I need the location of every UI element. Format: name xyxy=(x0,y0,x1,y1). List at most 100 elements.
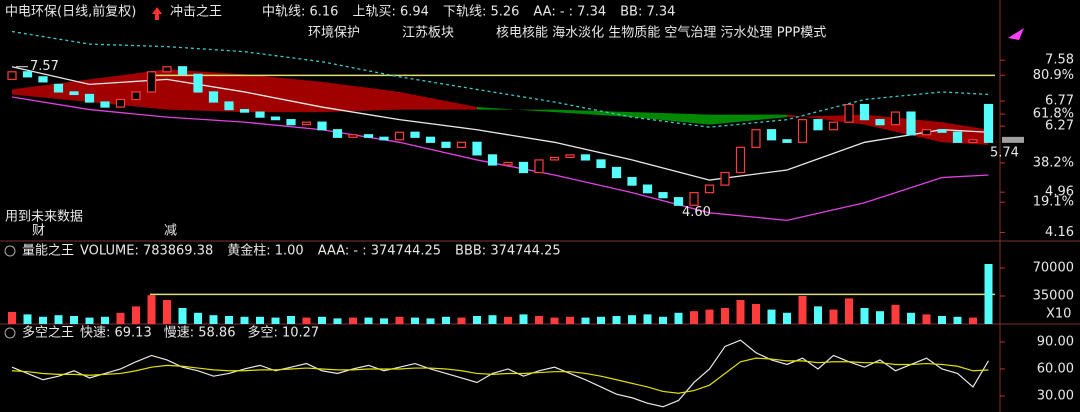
volume-bar xyxy=(535,316,543,324)
volume-bar xyxy=(891,304,900,324)
volume-bar xyxy=(426,318,435,324)
volume-bar xyxy=(318,316,326,324)
volume-bar xyxy=(798,296,807,324)
candle xyxy=(394,131,405,141)
y-tick-label: 38.2% xyxy=(1033,155,1074,170)
candle xyxy=(456,141,467,148)
volume-bar xyxy=(488,315,497,324)
candle xyxy=(69,91,79,96)
volume-bar xyxy=(23,314,32,324)
candle xyxy=(782,139,792,143)
cloud xyxy=(399,91,477,110)
candle xyxy=(642,184,653,194)
candle xyxy=(286,119,296,126)
volume-bar xyxy=(132,306,140,324)
volume-bar xyxy=(163,300,171,324)
candle xyxy=(487,154,498,166)
tag: 环境保护 xyxy=(308,26,360,41)
volume-bar xyxy=(938,316,946,324)
volume-bar xyxy=(39,316,47,324)
volume-bar xyxy=(581,317,590,324)
volume-bar xyxy=(194,312,202,324)
volume-bar xyxy=(54,315,63,324)
volume-bar xyxy=(519,314,528,324)
volume-bar xyxy=(643,314,652,324)
candle xyxy=(720,171,730,186)
header-value: 慢速: 58.86 xyxy=(164,325,236,341)
y-tick-label: 80.9% xyxy=(1033,68,1074,83)
cloud xyxy=(12,79,90,103)
candle xyxy=(518,161,529,174)
candle xyxy=(549,156,560,161)
candle xyxy=(937,129,947,133)
candle xyxy=(503,161,513,166)
header-value: BB: 7.34 xyxy=(620,5,675,20)
volume-bar xyxy=(876,311,884,324)
candle xyxy=(379,136,389,141)
header-value: 上轨买: 6.94 xyxy=(352,5,428,20)
candle xyxy=(208,91,219,103)
candle xyxy=(844,103,854,123)
header-value: 多空: 10.27 xyxy=(247,325,319,341)
volume-bar xyxy=(364,317,373,324)
cloud xyxy=(632,112,710,125)
cloud xyxy=(709,114,787,125)
panel-title: 量能之王 xyxy=(22,244,74,259)
candle xyxy=(472,141,482,156)
volume-bar xyxy=(721,308,729,324)
volume-bar xyxy=(922,314,931,324)
candle xyxy=(301,121,312,126)
volume-bar xyxy=(953,316,962,324)
volume-bar xyxy=(271,317,280,324)
volume-bar xyxy=(845,298,853,324)
candle xyxy=(332,129,343,138)
volume-bar xyxy=(225,316,233,324)
candle xyxy=(921,129,932,136)
volume-bar xyxy=(395,316,404,324)
candle xyxy=(766,129,777,141)
candle xyxy=(968,139,978,143)
header-value: 快速: 69.13 xyxy=(80,326,152,341)
candle xyxy=(193,73,203,93)
volume-bar xyxy=(860,308,869,324)
candle xyxy=(7,71,17,80)
volume-bar xyxy=(240,316,249,324)
candle xyxy=(813,119,823,131)
candle xyxy=(162,66,172,73)
candle xyxy=(906,111,916,136)
y-tick-label: 7.58 xyxy=(1045,53,1074,68)
candle xyxy=(611,166,622,179)
volume-bar xyxy=(8,312,16,324)
tag: 江苏板块 xyxy=(402,25,454,41)
y-tick-label: 70000 xyxy=(1033,261,1074,276)
volume-bar xyxy=(783,312,791,324)
candle xyxy=(673,197,684,206)
volume-bar xyxy=(767,309,776,324)
panel-icon xyxy=(4,245,16,257)
candle xyxy=(441,141,451,148)
volume-bar xyxy=(705,309,714,324)
cloud xyxy=(167,69,245,113)
header-value: VOLUME: 783869.38 xyxy=(80,244,213,259)
volume-bar xyxy=(597,316,605,324)
high-label: 7.57 xyxy=(30,59,59,74)
volume-bar xyxy=(442,316,450,324)
volume-bar xyxy=(85,317,94,324)
volume-bar xyxy=(829,309,838,324)
candle xyxy=(131,91,141,101)
volume-bar xyxy=(380,318,388,324)
oscillator-line xyxy=(11,357,989,394)
volume-bar xyxy=(504,316,512,324)
y-tick-label: 19.1% xyxy=(1033,195,1074,210)
candle xyxy=(224,101,234,111)
y-tick-label: 90.00 xyxy=(1037,334,1074,349)
mid-line xyxy=(11,66,989,181)
volume-bar xyxy=(628,315,636,324)
candle xyxy=(704,184,715,194)
candle xyxy=(689,192,699,206)
y-tick-label: 30.00 xyxy=(1037,388,1074,403)
volume-bar xyxy=(659,316,667,324)
indicator-name: 冲击之王 xyxy=(170,5,222,20)
volume-bar xyxy=(550,317,559,324)
volume-bar xyxy=(70,316,78,324)
